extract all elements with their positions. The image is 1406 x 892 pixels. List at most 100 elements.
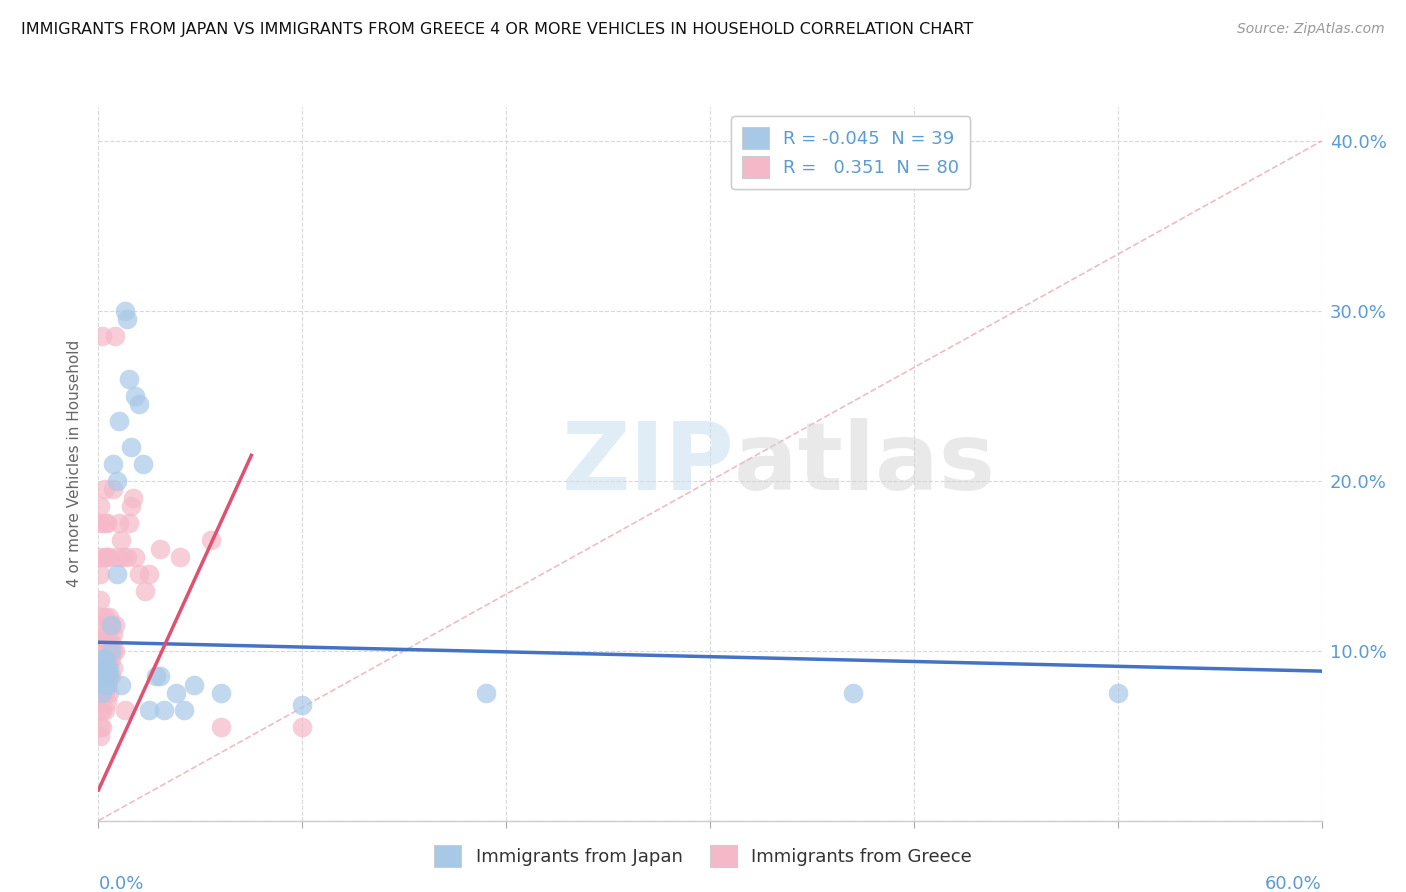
Point	[152, 703, 174, 717]
Point	[89, 695, 111, 709]
Point	[97, 669, 120, 683]
Point	[1107, 686, 1129, 700]
Point	[108, 414, 131, 428]
Point	[93, 686, 115, 700]
Point	[105, 567, 128, 582]
Point	[118, 372, 141, 386]
Point	[96, 678, 118, 692]
Point	[93, 626, 115, 640]
Point	[134, 584, 156, 599]
Point	[91, 652, 114, 666]
Point	[841, 686, 863, 700]
Point	[100, 669, 122, 683]
Point	[96, 516, 118, 531]
Point	[105, 474, 128, 488]
Point	[101, 661, 124, 675]
Point	[149, 669, 172, 683]
Point	[96, 550, 118, 565]
Point	[93, 550, 115, 565]
Point	[97, 686, 120, 700]
Point	[89, 652, 111, 666]
Point	[93, 661, 115, 675]
Point	[89, 592, 111, 607]
Y-axis label: 4 or more Vehicles in Household: 4 or more Vehicles in Household	[67, 340, 83, 588]
Point	[91, 678, 114, 692]
Point	[100, 644, 122, 658]
Point	[138, 703, 160, 717]
Point	[96, 669, 118, 683]
Point	[104, 618, 127, 632]
Point	[104, 644, 127, 658]
Point	[149, 541, 172, 556]
Point	[97, 550, 120, 565]
Point	[89, 567, 111, 582]
Text: IMMIGRANTS FROM JAPAN VS IMMIGRANTS FROM GREECE 4 OR MORE VEHICLES IN HOUSEHOLD : IMMIGRANTS FROM JAPAN VS IMMIGRANTS FROM…	[21, 22, 973, 37]
Point	[110, 678, 132, 692]
Point	[115, 312, 138, 326]
Point	[89, 618, 111, 632]
Point	[97, 635, 120, 649]
Point	[91, 669, 114, 683]
Point	[89, 609, 111, 624]
Point	[89, 644, 111, 658]
Point	[91, 329, 114, 343]
Point	[96, 644, 118, 658]
Point	[89, 678, 111, 692]
Point	[89, 516, 111, 531]
Point	[124, 550, 146, 565]
Point	[93, 644, 115, 658]
Point	[100, 652, 122, 666]
Point	[91, 635, 114, 649]
Point	[173, 703, 195, 717]
Point	[97, 661, 120, 675]
Point	[89, 703, 111, 717]
Point	[291, 698, 314, 712]
Point	[100, 618, 122, 632]
Point	[96, 661, 118, 675]
Point	[93, 678, 115, 692]
Point	[93, 669, 115, 683]
Point	[132, 457, 155, 471]
Point	[122, 491, 145, 505]
Point	[138, 567, 160, 582]
Point	[89, 635, 111, 649]
Point	[124, 389, 146, 403]
Point	[128, 567, 150, 582]
Point	[91, 720, 114, 734]
Point	[114, 304, 136, 318]
Point	[89, 686, 111, 700]
Point	[120, 440, 142, 454]
Point	[104, 329, 127, 343]
Point	[165, 686, 187, 700]
Point	[93, 669, 115, 683]
Point	[120, 500, 142, 514]
Point	[169, 550, 191, 565]
Text: ZIP: ZIP	[561, 417, 734, 510]
Point	[89, 720, 111, 734]
Legend: Immigrants from Japan, Immigrants from Greece: Immigrants from Japan, Immigrants from G…	[427, 838, 979, 874]
Text: 0.0%: 0.0%	[98, 875, 143, 892]
Legend: R = -0.045  N = 39, R =   0.351  N = 80: R = -0.045 N = 39, R = 0.351 N = 80	[731, 116, 970, 189]
Point	[101, 457, 124, 471]
Point	[93, 652, 115, 666]
Point	[91, 652, 114, 666]
Point	[200, 533, 222, 548]
Point	[96, 678, 118, 692]
Point	[89, 729, 111, 743]
Point	[91, 686, 114, 700]
Text: atlas: atlas	[734, 417, 995, 510]
Point	[93, 516, 115, 531]
Point	[91, 669, 114, 683]
Point	[145, 669, 167, 683]
Point	[101, 644, 124, 658]
Point	[110, 533, 132, 548]
Point	[100, 618, 122, 632]
Point	[93, 703, 115, 717]
Text: 60.0%: 60.0%	[1265, 875, 1322, 892]
Point	[101, 483, 124, 497]
Point	[96, 695, 118, 709]
Point	[209, 720, 232, 734]
Point	[101, 626, 124, 640]
Point	[89, 661, 111, 675]
Point	[115, 550, 138, 565]
